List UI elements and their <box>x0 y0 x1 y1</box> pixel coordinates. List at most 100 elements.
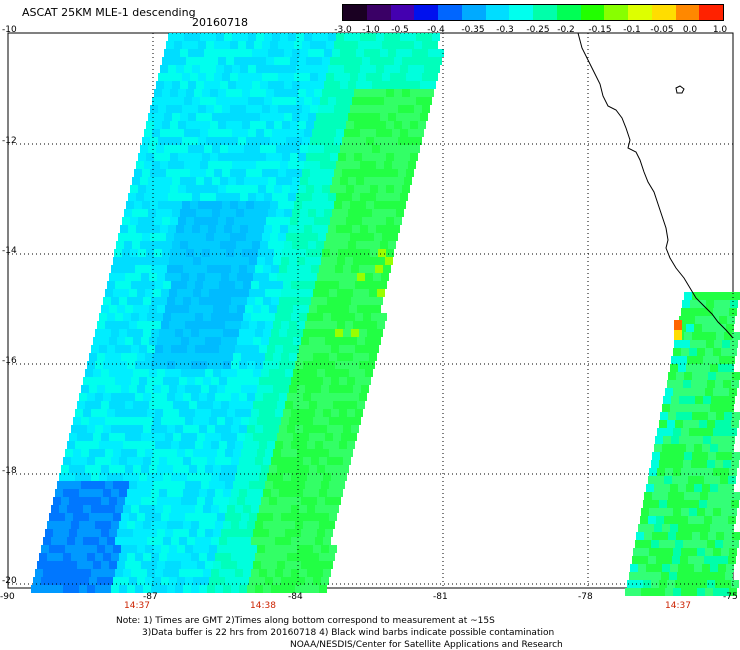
swath-cell <box>203 537 211 545</box>
swath-cell <box>205 465 213 473</box>
swath-cell <box>154 121 162 129</box>
swath-cell <box>232 97 240 105</box>
swath-cell <box>296 97 304 105</box>
swath-cell <box>296 65 304 73</box>
swath-cell <box>196 209 204 217</box>
swath-cell <box>309 497 317 505</box>
swath-cell <box>159 425 167 433</box>
swath-cell <box>203 345 211 353</box>
swath-cell <box>357 401 365 409</box>
swath-cell <box>194 153 202 161</box>
swath-cell <box>192 33 200 41</box>
swath-cell <box>332 81 340 89</box>
colorbar-segment <box>628 5 652 20</box>
swath-cell <box>673 508 681 516</box>
swath-cell <box>276 81 284 89</box>
swath-cell <box>256 65 264 73</box>
swath-cell <box>194 89 202 97</box>
swath-cell <box>283 569 291 577</box>
swath-cell <box>692 492 700 500</box>
swath-cell <box>430 73 438 81</box>
swath-cell <box>705 548 713 556</box>
swath-cell <box>81 577 89 585</box>
swath-cell <box>333 337 341 345</box>
swath-cell <box>210 153 218 161</box>
swath-cell <box>227 409 235 417</box>
swath-cell <box>151 585 159 593</box>
swath-cell <box>258 89 266 97</box>
swath-cell <box>731 540 739 548</box>
swath-cell <box>239 489 247 497</box>
swath-cell <box>201 449 209 457</box>
swath-cell <box>640 516 648 524</box>
swath-cell <box>303 425 311 433</box>
swath-cell <box>164 145 172 153</box>
swath-cell <box>173 465 181 473</box>
swath-cell <box>710 324 718 332</box>
swath-cell <box>376 161 384 169</box>
swath-cell <box>706 340 714 348</box>
swath-cell <box>243 345 251 353</box>
swath-cell <box>199 393 207 401</box>
swath-cell <box>347 409 355 417</box>
swath-cell <box>219 281 227 289</box>
swath-cell <box>153 545 161 553</box>
swath-cell <box>302 201 310 209</box>
swath-cell <box>129 257 137 265</box>
swath-cell <box>286 169 294 177</box>
swath-cell <box>113 353 121 361</box>
swath-cell <box>210 185 218 193</box>
swath-cell <box>347 281 355 289</box>
swath-cell <box>143 489 151 497</box>
swath-cell <box>238 73 246 81</box>
swath-cell <box>151 265 159 273</box>
swath-cell <box>156 241 164 249</box>
swath-cell <box>366 201 374 209</box>
swath-cell <box>357 337 365 345</box>
swath-cell <box>65 449 73 457</box>
swath-cell <box>245 433 253 441</box>
swath-cell <box>665 428 673 436</box>
swath-cell <box>335 297 343 305</box>
swath-cell <box>135 329 143 337</box>
swath-cell <box>213 465 221 473</box>
swath-cell <box>680 556 688 564</box>
swath-cell <box>95 489 103 497</box>
swath-cell <box>198 233 206 241</box>
swath-cell <box>137 577 145 585</box>
swath-cell <box>342 105 350 113</box>
swath-cell <box>263 297 271 305</box>
swath-cell <box>315 281 323 289</box>
swath-cell <box>146 121 154 129</box>
swath-cell <box>428 49 436 57</box>
swath-cell <box>254 41 262 49</box>
swath-cell <box>216 97 224 105</box>
swath-cell <box>713 388 721 396</box>
swath-cell <box>182 137 190 145</box>
swath-cell <box>330 121 338 129</box>
swath-cell <box>155 537 163 545</box>
swath-cell <box>235 569 243 577</box>
swath-cell <box>231 361 239 369</box>
swath-cell <box>187 409 195 417</box>
swath-cell <box>707 460 715 468</box>
swath-cell <box>313 481 321 489</box>
swath-cell <box>328 97 336 105</box>
swath-cell <box>150 137 158 145</box>
swath-cell <box>323 377 331 385</box>
swath-cell <box>353 417 361 425</box>
swath-cell <box>185 449 193 457</box>
swath-cell <box>686 444 694 452</box>
swath-cell <box>256 129 264 137</box>
swath-cell <box>272 129 280 137</box>
swath-cell <box>386 57 394 65</box>
swath-cell <box>121 321 129 329</box>
swath-cell <box>240 65 248 73</box>
swath-cell <box>201 321 209 329</box>
swath-cell <box>271 329 279 337</box>
swath-cell <box>309 433 317 441</box>
swath-cell <box>684 372 692 380</box>
swath-cell <box>297 513 305 521</box>
swath-cell <box>221 305 229 313</box>
swath-cell <box>301 273 309 281</box>
